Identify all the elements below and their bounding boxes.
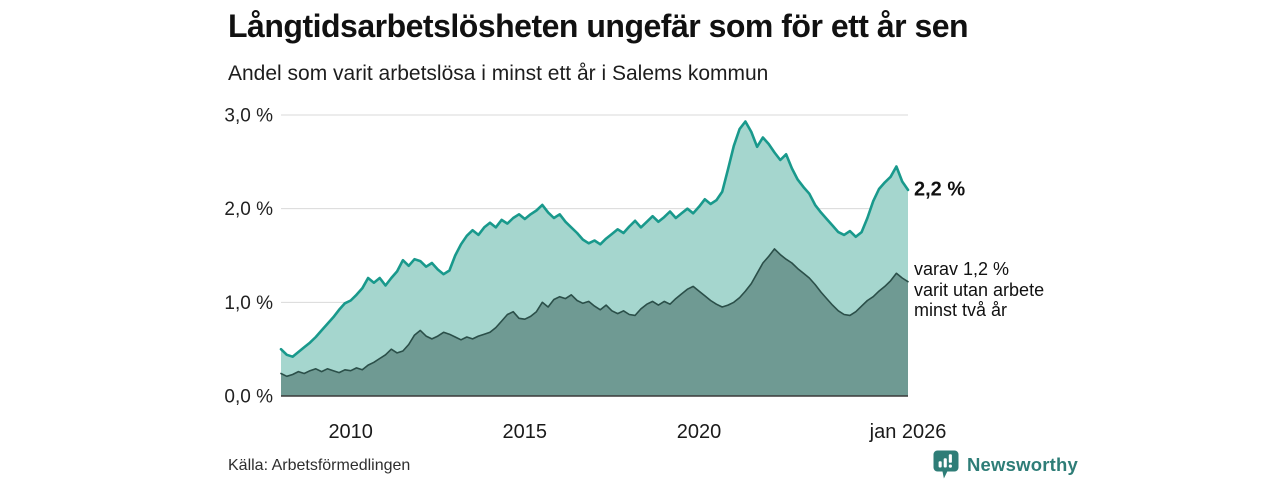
newsworthy-logo-icon (933, 450, 959, 479)
y-axis-label: 3,0 % (224, 105, 273, 126)
end-value-label-one-year: 2,2 % (914, 178, 966, 201)
area-minst-tva-ar (281, 248, 908, 396)
end-value-label-two-years: varav 1,2 % varit utan arbete minst två … (914, 259, 1045, 320)
y-axis-label: 2,0 % (224, 199, 273, 220)
x-axis-label: 2010 (328, 421, 373, 443)
line-minst-ett-ar (279, 120, 910, 358)
x-axis-label: 2020 (677, 421, 722, 443)
line-minst-tva-ar (280, 248, 909, 378)
y-axis-label: 1,0 % (224, 293, 273, 314)
newsworthy-brand: Newsworthy (933, 450, 1078, 480)
x-axis-label: jan 2026 (869, 421, 947, 443)
source-note: Källa: Arbetsförmedlingen (228, 457, 411, 474)
x-axis-label: 2015 (503, 421, 548, 443)
y-axis-label: 0,0 % (224, 387, 273, 408)
chart-subtitle: Andel som varit arbetslösa i minst ett å… (228, 62, 769, 85)
newsworthy-wordmark: Newsworthy (967, 454, 1078, 475)
chart-title: Långtidsarbetslösheten ungefär som för e… (228, 8, 969, 44)
